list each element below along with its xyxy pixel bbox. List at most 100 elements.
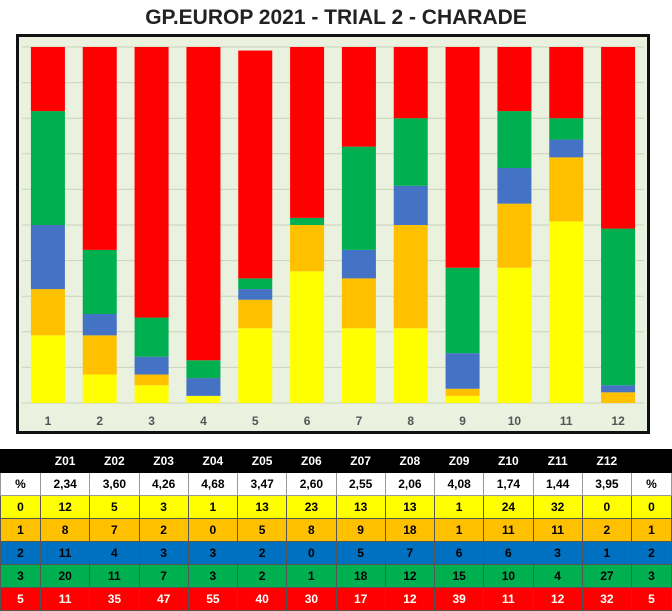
table-cell: 18 xyxy=(335,564,386,588)
bar-segment-2 xyxy=(341,249,376,279)
table-cell: 15 xyxy=(433,564,485,588)
bar-segment-3 xyxy=(341,146,376,250)
table-cell: 1 xyxy=(433,518,485,542)
table-cell: 32 xyxy=(532,495,583,519)
x-tick-label: 1 xyxy=(45,414,52,428)
bar-segment-0 xyxy=(290,271,325,403)
x-tick-label: 10 xyxy=(508,414,522,428)
table-cell: 11 xyxy=(483,518,534,542)
bar-segment-0 xyxy=(82,374,117,403)
bar-segment-0 xyxy=(134,385,169,403)
table-cell: 4 xyxy=(532,564,583,588)
table-cell: 9 xyxy=(335,518,386,542)
percent-cell: 4,68 xyxy=(187,472,239,496)
table-cell: 11 xyxy=(89,564,140,588)
x-tick-label: 5 xyxy=(252,414,259,428)
table-cell: 12 xyxy=(532,587,583,611)
stacked-bar-chart: 1 2 3 4 5 6 7 8 9 10 11 12 xyxy=(22,46,644,428)
table-cell: 8 xyxy=(39,518,91,542)
table-cell: 0 xyxy=(286,541,337,565)
bar-segment-3 xyxy=(445,267,480,354)
column-header xyxy=(0,449,41,473)
bar-segment-1 xyxy=(30,289,65,336)
table-cell: 5 xyxy=(335,541,386,565)
row-label: 1 xyxy=(0,518,41,542)
bar-segment-3 xyxy=(497,111,532,169)
table-cell: 2 xyxy=(236,541,288,565)
bar-segment-1 xyxy=(238,299,273,329)
bar-segment-2 xyxy=(186,378,221,396)
bar-segment-0 xyxy=(30,335,65,403)
x-tick-label: 11 xyxy=(560,414,573,428)
bar-segment-5 xyxy=(497,47,532,112)
table-cell: 0 xyxy=(187,518,239,542)
percent-cell: 2,34 xyxy=(39,472,91,496)
table-cell: 1 xyxy=(433,495,485,519)
table-cell: 5 xyxy=(236,518,288,542)
x-tick-label: 8 xyxy=(407,414,414,428)
chart-area: 1 2 3 4 5 6 7 8 9 10 11 12 xyxy=(16,34,650,434)
bar-segment-3 xyxy=(290,217,325,225)
table-cell: 11 xyxy=(532,518,583,542)
table-cell: 3 xyxy=(138,495,189,519)
column-header: Z07 xyxy=(335,449,386,473)
table-cell: 40 xyxy=(236,587,288,611)
table-cell: 7 xyxy=(89,518,140,542)
table-cell: 11 xyxy=(483,587,534,611)
bar-segment-1 xyxy=(134,374,169,386)
table-row: 2 11 4 3 3 2 0 5 7 6 6 3 1 2 xyxy=(0,541,672,565)
table-cell: 4 xyxy=(89,541,140,565)
percent-cell: 2,06 xyxy=(384,472,436,496)
bar-segment-1 xyxy=(601,392,636,403)
row-label: 0 xyxy=(0,495,41,519)
percent-cell: % xyxy=(631,472,672,496)
bar-segment-5 xyxy=(341,47,376,147)
percent-cell: 4,26 xyxy=(138,472,189,496)
table-row: 5 11 35 47 55 40 30 17 12 39 11 12 32 5 xyxy=(0,587,672,611)
x-tick-label: 6 xyxy=(304,414,311,428)
table-cell: 32 xyxy=(581,587,633,611)
row-label: 0 xyxy=(631,495,672,519)
column-header: Z12 xyxy=(581,449,633,473)
table-cell: 2 xyxy=(581,518,633,542)
table-cell: 23 xyxy=(286,495,337,519)
bar-segment-2 xyxy=(549,139,584,158)
table-cell: 1 xyxy=(581,541,633,565)
table-cell: 12 xyxy=(384,564,436,588)
bar-segment-0 xyxy=(341,328,376,403)
table-header-row: Z01 Z02 Z03 Z04 Z05 Z06 Z07 Z08 Z09 Z10 Z11 Z12 xyxy=(0,449,672,473)
bar-segment-0 xyxy=(445,395,480,403)
bar-segment-5 xyxy=(30,47,65,112)
row-label: 3 xyxy=(631,564,672,588)
percent-cell: 2,55 xyxy=(335,472,386,496)
percent-cell: 4,08 xyxy=(433,472,485,496)
bar-segment-0 xyxy=(186,395,221,403)
bar-segment-5 xyxy=(186,47,221,361)
table-cell: 24 xyxy=(483,495,534,519)
bar-segment-2 xyxy=(30,225,65,290)
x-tick-label: 3 xyxy=(148,414,155,428)
table-row: 3 20 11 7 3 2 1 18 12 15 10 4 27 3 xyxy=(0,564,672,588)
table-cell: 5 xyxy=(89,495,140,519)
bar-segment-2 xyxy=(393,185,428,225)
bar-segment-3 xyxy=(393,118,428,186)
bar-segment-2 xyxy=(445,353,480,389)
bar-segment-1 xyxy=(549,157,584,222)
row-label: 5 xyxy=(631,587,672,611)
column-header xyxy=(631,449,672,473)
column-header: Z10 xyxy=(483,449,534,473)
table-cell: 3 xyxy=(187,541,239,565)
table-cell: 17 xyxy=(335,587,386,611)
bar-segment-3 xyxy=(186,360,221,379)
table-cell: 7 xyxy=(138,564,189,588)
table-cell: 11 xyxy=(39,541,91,565)
column-header: Z09 xyxy=(433,449,485,473)
bar-segment-0 xyxy=(497,267,532,403)
percent-cell: % xyxy=(0,472,41,496)
row-label: 2 xyxy=(631,541,672,565)
bar-segment-2 xyxy=(238,289,273,300)
bar-segment-1 xyxy=(290,225,325,272)
bar-segment-1 xyxy=(82,335,117,375)
column-header: Z04 xyxy=(187,449,239,473)
table-cell: 12 xyxy=(384,587,436,611)
